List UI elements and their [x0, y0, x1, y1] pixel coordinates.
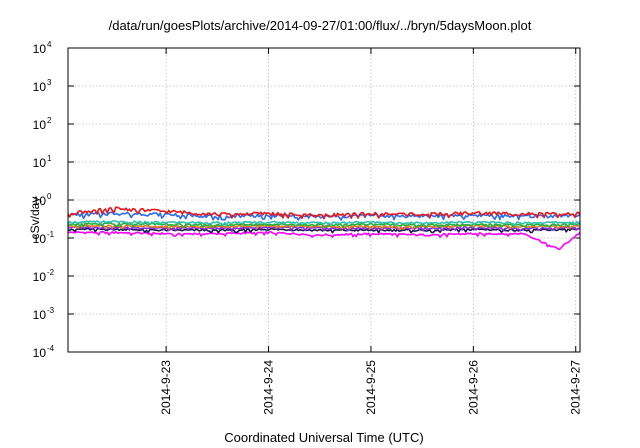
- x-tick-label: 2014-9-27: [569, 360, 583, 415]
- x-tick-label: 2014-9-25: [364, 360, 378, 415]
- y-tick-label-exponent: -1: [47, 230, 55, 239]
- y-tick-label: 10: [33, 118, 47, 132]
- y-tick-label-exponent: 0: [47, 192, 52, 201]
- y-tick-label: 10: [33, 232, 47, 246]
- plot-frame: [67, 47, 581, 353]
- chart-title: /data/run/goesPlots/archive/2014-09-27/0…: [108, 18, 532, 33]
- y-tick-label-exponent: 3: [47, 78, 52, 87]
- y-tick-label: 10: [33, 308, 47, 322]
- series-line: [67, 206, 581, 220]
- y-axis-label: cSv/day: [28, 196, 42, 240]
- x-tick-label: 2014-9-26: [466, 360, 480, 415]
- x-tick-label: 2014-9-23: [159, 360, 173, 415]
- series-line: [67, 225, 581, 232]
- y-tick-label: 10: [33, 156, 47, 170]
- y-tick-label: 10: [33, 346, 47, 360]
- series-line: [67, 220, 581, 226]
- series-line: [67, 211, 581, 221]
- y-tick-label: 10: [33, 42, 47, 56]
- x-axis-label: Coordinated Universal Time (UTC): [224, 430, 424, 445]
- x-tick-label: 2014-9-24: [262, 360, 276, 415]
- y-tick-label-exponent: -4: [47, 344, 55, 353]
- y-tick-label-exponent: -2: [47, 268, 55, 277]
- y-tick-label: 10: [33, 80, 47, 94]
- y-tick-label: 10: [33, 194, 47, 208]
- y-tick-label-exponent: -3: [47, 306, 55, 315]
- y-tick-label-exponent: 2: [47, 116, 52, 125]
- y-tick-label-exponent: 4: [47, 40, 52, 49]
- y-tick-label-exponent: 1: [47, 154, 52, 163]
- y-tick-label: 10: [33, 270, 47, 284]
- series-line: [67, 230, 581, 250]
